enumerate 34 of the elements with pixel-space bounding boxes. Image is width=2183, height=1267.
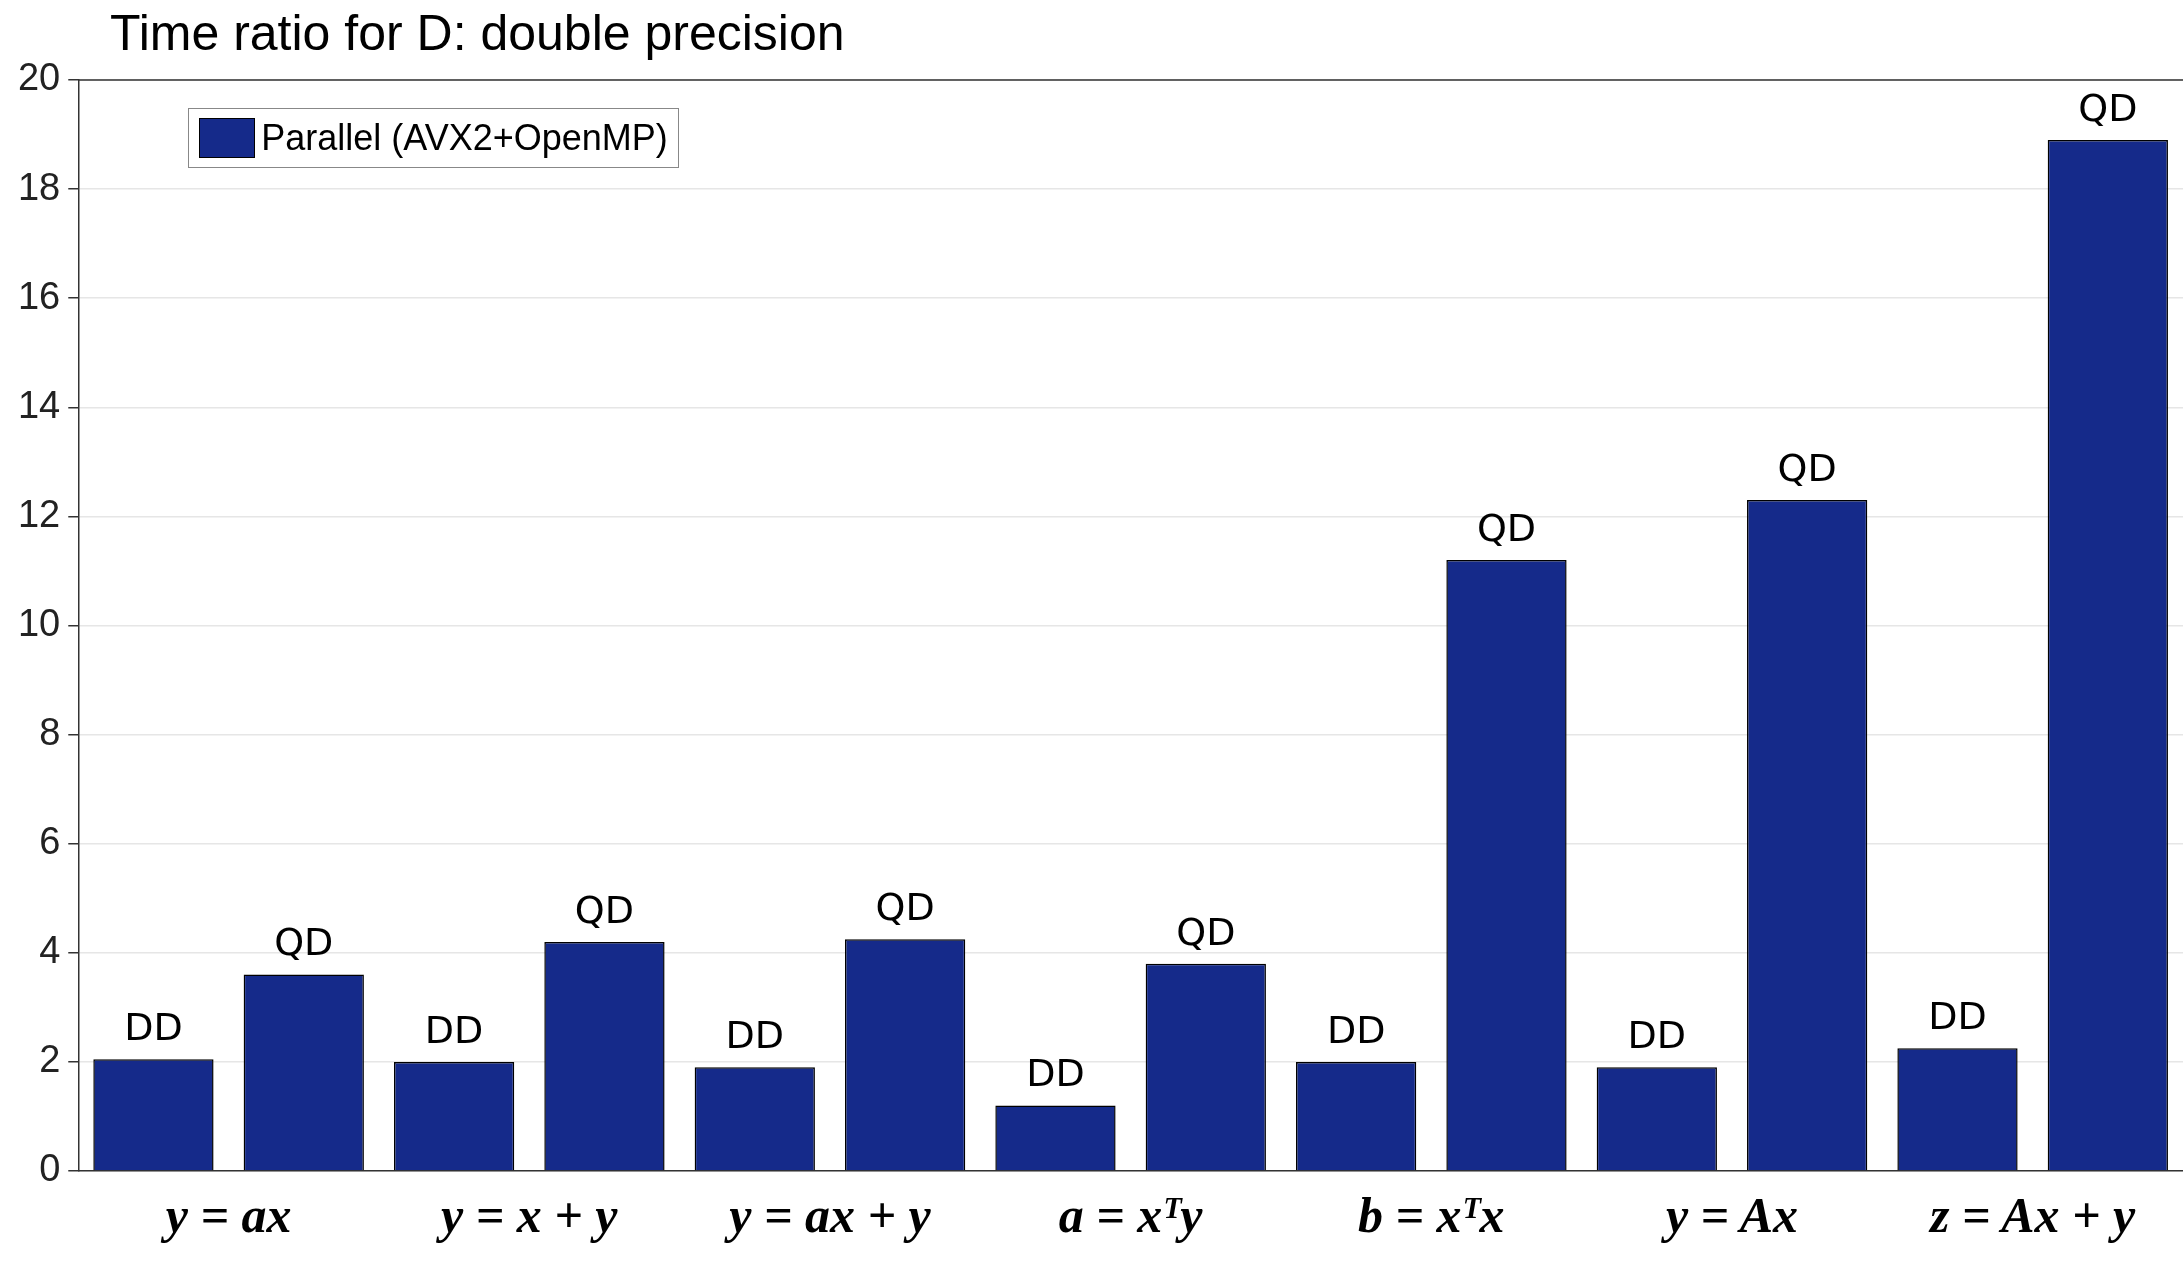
y-tick-label: 2 (39, 1038, 61, 1081)
data-label: DD (124, 1005, 183, 1050)
x-tick-label: y = ax (160, 1186, 292, 1243)
y-tick-label: 8 (39, 711, 61, 754)
y-tick-label: 10 (17, 601, 61, 644)
data-label: QD (1176, 909, 1236, 954)
x-tick-label: y = ax + y (724, 1186, 932, 1243)
data-label: QD (2078, 85, 2138, 130)
y-tick-label: 20 (17, 56, 61, 99)
data-label: DD (1928, 994, 1987, 1039)
x-tick-label: b = xᵀx (1358, 1186, 1505, 1243)
data-label: DD (1627, 1013, 1687, 1058)
data-label: QD (1777, 445, 1837, 490)
x-tick-label: y = Ax (1660, 1186, 1799, 1243)
x-tick-label: z = Ax + y (1928, 1186, 2137, 1243)
data-label: DD (1026, 1051, 1085, 1096)
y-tick-label: 6 (39, 820, 61, 863)
x-tick-label: a = xᵀy (1058, 1186, 1204, 1243)
y-tick-label: 18 (17, 165, 61, 208)
chart-title: Time ratio for D: double precision (110, 4, 845, 62)
y-tick-label: 14 (17, 383, 61, 426)
y-tick-label: 16 (17, 274, 61, 317)
data-label: QD (1476, 505, 1537, 550)
data-label: QD (274, 920, 334, 965)
x-tick-label: y = x + y (436, 1186, 619, 1243)
y-tick-label: 12 (17, 492, 61, 535)
data-label: DD (1326, 1007, 1386, 1052)
data-label: QD (574, 887, 635, 932)
data-label: QD (875, 885, 935, 930)
y-tick-label: 0 (39, 1147, 61, 1190)
legend-label: Parallel (AVX2+OpenMP) (261, 117, 668, 159)
data-label: DD (725, 1013, 785, 1058)
y-tick-label: 4 (39, 929, 61, 972)
data-label: DD (424, 1007, 484, 1052)
